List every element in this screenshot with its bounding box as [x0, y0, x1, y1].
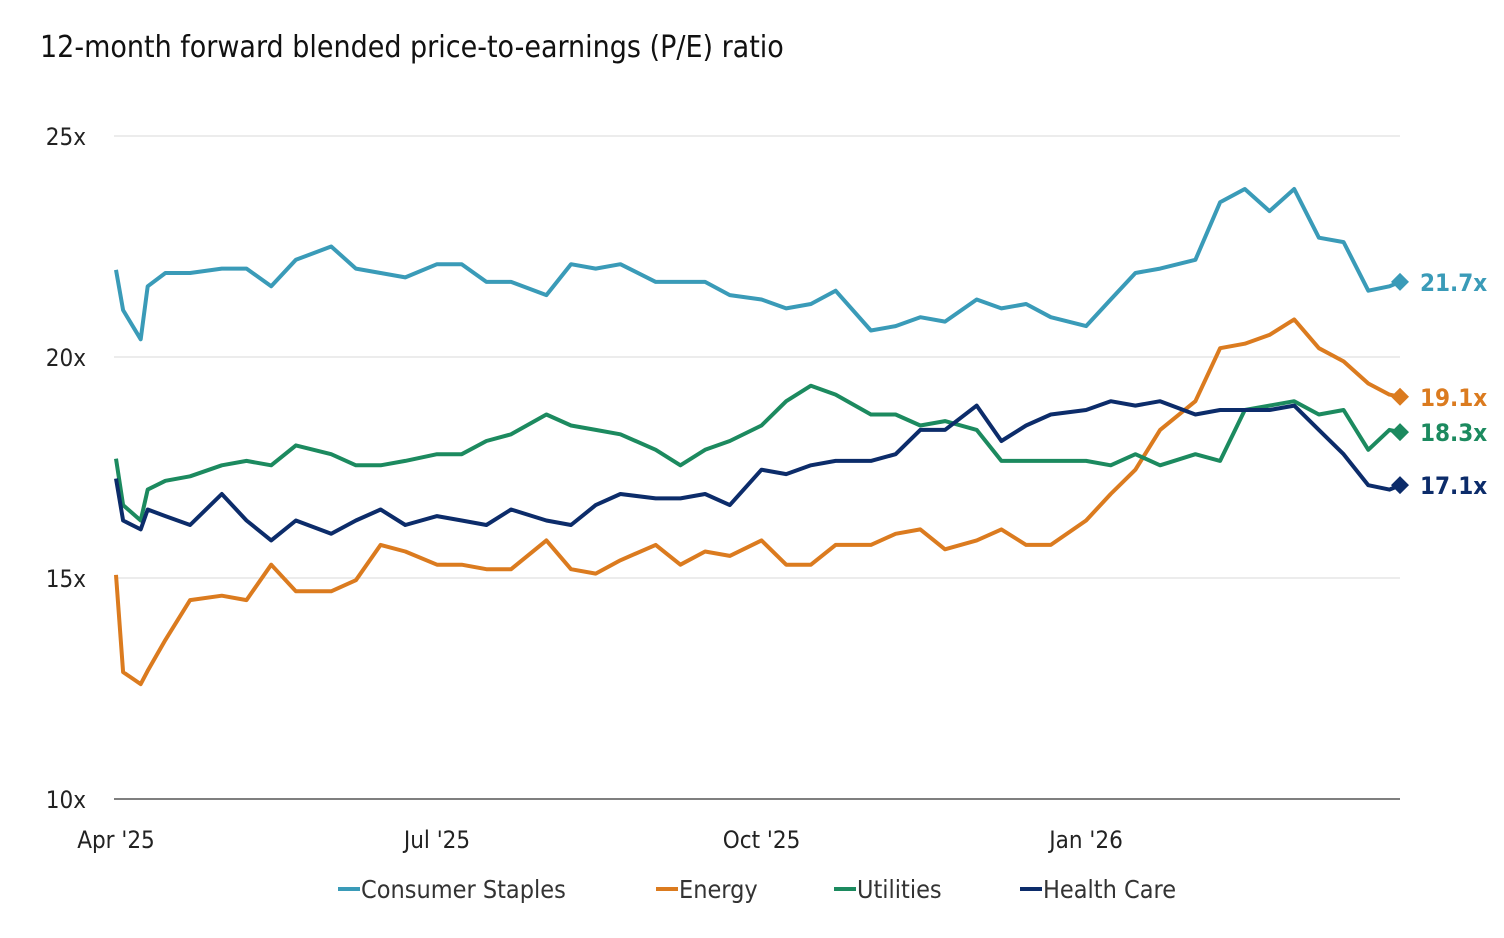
- end-marker-diamond: [1391, 387, 1409, 406]
- y-tick-label: 15x: [46, 565, 86, 593]
- x-tick-label: Jan '26: [1047, 826, 1123, 854]
- y-tick-label: 20x: [46, 344, 86, 372]
- y-tick-label: 10x: [46, 786, 86, 814]
- series-line-health-care: [114, 399, 1401, 543]
- x-tick-label: Jul '25: [402, 826, 470, 854]
- series-line-utilities: [114, 383, 1401, 523]
- series-line-energy: [114, 317, 1401, 687]
- y-axis-ticks: 25x 20x 15x 10x: [46, 123, 86, 814]
- end-value-label: 18.3x: [1420, 419, 1487, 447]
- y-tick-label: 25x: [46, 123, 86, 151]
- end-marker-diamond: [1391, 476, 1409, 495]
- end-value-label: 21.7x: [1420, 269, 1487, 297]
- end-marker-diamond: [1391, 423, 1409, 442]
- x-tick-label: Oct '25: [723, 826, 801, 854]
- gridlines: [114, 135, 1400, 800]
- series-line-consumer-staples: [114, 187, 1401, 342]
- end-labels: 21.7x 19.1x 18.3x 17.1x: [1391, 269, 1487, 500]
- x-axis-ticks: Apr '25 Jul '25 Oct '25 Jan '26: [77, 826, 1123, 854]
- legend-label: Energy: [679, 875, 758, 904]
- end-marker-diamond: [1391, 272, 1409, 291]
- legend-label: Consumer Staples: [361, 875, 566, 904]
- legend: Consumer Staples Energy Utilities Health Ca…: [338, 875, 1176, 904]
- legend-label: Health Care: [1043, 875, 1176, 904]
- x-tick-label: Apr '25: [77, 826, 155, 854]
- chart-title: 12-month forward blended price-to-earnin…: [40, 30, 784, 65]
- end-value-label: 17.1x: [1420, 472, 1487, 500]
- end-value-label: 19.1x: [1420, 384, 1487, 412]
- legend-label: Utilities: [857, 875, 942, 904]
- series-lines: [114, 187, 1401, 687]
